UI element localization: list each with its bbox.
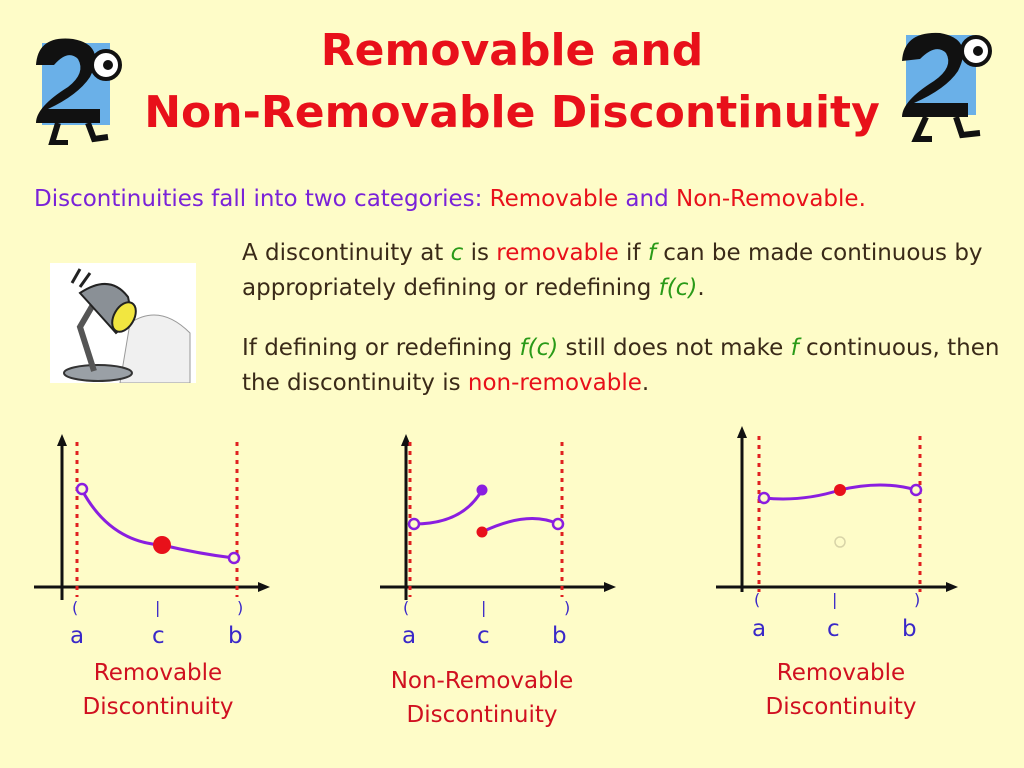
label-c-2: c	[477, 623, 490, 649]
solid-point-c	[153, 536, 171, 554]
solid-point-top	[476, 484, 488, 496]
label-c-1: c	[152, 623, 165, 649]
nonremovable-definition: If defining or redefining f(c) still doe…	[242, 335, 1000, 396]
solid-point-c-3	[834, 484, 846, 496]
paren-b-2: )	[564, 598, 571, 617]
graph-removable-2	[716, 426, 958, 592]
label-b-1: b	[228, 623, 243, 649]
label-c-3: c	[827, 616, 840, 642]
label-b-3: b	[902, 616, 917, 642]
tick-c-1: |	[155, 598, 161, 617]
curve-left	[413, 489, 484, 526]
label-a-2: a	[402, 623, 417, 649]
tick-c-2: |	[481, 598, 487, 617]
curve-right	[481, 517, 559, 534]
paren-b-1: )	[237, 598, 244, 617]
number-two-mascot-icon-right	[902, 32, 992, 142]
tick-c-3: |	[832, 590, 838, 609]
intro-text: Discontinuities fall into two categories…	[34, 186, 866, 212]
label-a-1: a	[70, 623, 85, 649]
faded-open-point	[834, 536, 846, 548]
solid-point-bottom	[476, 526, 488, 538]
graph-removable-1	[34, 434, 270, 600]
desk-lamp-icon	[50, 263, 196, 383]
paren-a-1: (	[72, 598, 79, 617]
graph-nonremovable	[380, 434, 616, 600]
paren-a-3: (	[754, 590, 761, 609]
paren-a-2: (	[403, 598, 410, 617]
label-b-2: b	[552, 623, 567, 649]
paren-b-3: )	[914, 590, 921, 609]
caption-removable-2: Removable Discontinuity	[765, 660, 917, 720]
page-title-line1: Removable and	[320, 25, 704, 76]
open-point-b	[227, 551, 241, 565]
label-a-3: a	[752, 616, 767, 642]
caption-removable-1: Removable Discontinuity	[82, 660, 234, 720]
caption-nonremovable: Non-Removable Discontinuity	[390, 668, 574, 728]
page-title-line2: Non-Removable Discontinuity	[144, 87, 880, 138]
open-point-a	[75, 482, 89, 496]
number-two-mascot-icon	[36, 38, 122, 145]
removable-definition: A discontinuity at c is removable if f c…	[242, 240, 983, 301]
